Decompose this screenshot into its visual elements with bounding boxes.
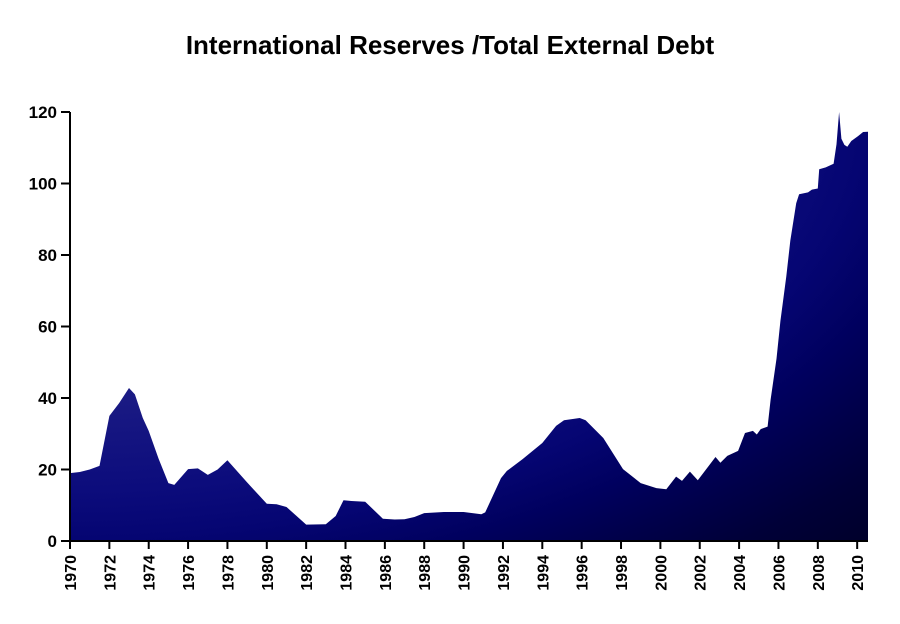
x-tick-label: 1990 [457, 555, 474, 591]
x-tick-label: 2004 [732, 555, 749, 591]
x-tick-label: 2000 [653, 555, 670, 591]
x-tick-label: 1972 [102, 555, 119, 591]
x-tick-label: 1988 [417, 555, 434, 591]
y-tick-label: 40 [38, 389, 57, 408]
x-tick-label: 1984 [339, 555, 356, 591]
x-tick-label: 2010 [850, 555, 867, 591]
x-tick-label: 1982 [299, 555, 316, 591]
y-tick-label: 80 [38, 246, 57, 265]
chart-title: International Reserves /Total External D… [185, 30, 715, 60]
x-tick-label: 1996 [575, 555, 592, 591]
y-tick-label: 0 [48, 532, 57, 551]
x-tick-label: 2002 [693, 555, 710, 591]
x-tick-label: 1994 [535, 555, 552, 591]
y-tick-label: 60 [38, 318, 57, 337]
x-tick-label: 1980 [260, 555, 277, 591]
y-tick-label: 100 [29, 175, 57, 194]
x-tick-label: 1978 [220, 555, 237, 591]
x-tick-label: 1976 [181, 555, 198, 591]
x-tick-label: 1992 [496, 555, 513, 591]
y-tick-label: 20 [38, 461, 57, 480]
x-tick-label: 1986 [378, 555, 395, 591]
area-series [70, 112, 868, 541]
x-tick-label: 2008 [811, 555, 828, 591]
x-tick-label: 2006 [771, 555, 788, 591]
x-tick-label: 1974 [142, 555, 159, 591]
y-tick-label: 120 [29, 103, 57, 122]
x-tick-label: 1998 [614, 555, 631, 591]
x-tick-label: 1970 [63, 555, 80, 591]
